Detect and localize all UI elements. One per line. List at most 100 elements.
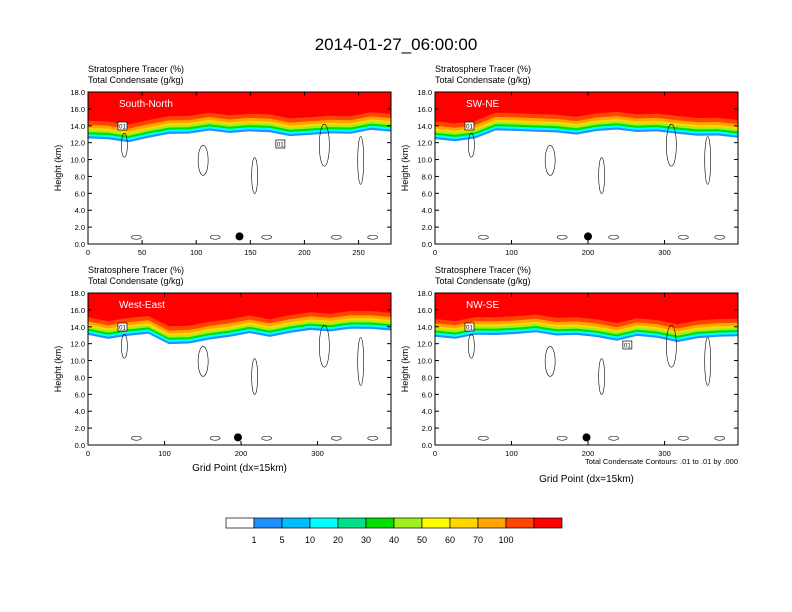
axes-frame xyxy=(434,91,739,245)
contour-label-box xyxy=(275,139,286,149)
y-tick-label: 6.0 xyxy=(422,189,432,198)
low-condensate-contour xyxy=(608,234,619,240)
low-condensate-contour xyxy=(367,234,379,240)
low-condensate-contour xyxy=(131,234,142,240)
y-tick-label: 12.0 xyxy=(417,139,432,148)
x-tick-label: 300 xyxy=(311,449,324,458)
colorbar-label: 100 xyxy=(498,535,513,545)
condensate-contour xyxy=(121,132,128,158)
x-axis-label: Grid Point (dx=15km) xyxy=(539,474,634,485)
x-tick-label: 100 xyxy=(505,248,518,257)
contour-label-box xyxy=(117,121,128,131)
condensate-contour xyxy=(319,324,330,368)
x-tick-label: 200 xyxy=(235,449,248,458)
colorbar-swatch xyxy=(533,517,563,529)
low-condensate-contour xyxy=(608,435,619,441)
colorbar-swatch xyxy=(477,517,507,529)
y-tick-label: 4.0 xyxy=(75,407,85,416)
tracer-field xyxy=(435,293,738,343)
panel-2: Stratosphere Tracer (%)Total Condensate … xyxy=(400,64,739,257)
y-tick-label: 0.0 xyxy=(75,441,85,450)
condensate-contour xyxy=(704,136,712,185)
low-condensate-contour xyxy=(714,234,726,240)
axes-frame xyxy=(87,292,392,446)
low-condensate-contour xyxy=(478,435,489,441)
x-tick-label: 200 xyxy=(582,449,595,458)
contour-label-box xyxy=(622,340,633,350)
colorbar-swatch xyxy=(505,517,535,529)
y-tick-label: 8.0 xyxy=(75,172,85,181)
condensate-contours xyxy=(121,123,379,240)
condensate-contours xyxy=(468,123,726,240)
condensate-contour xyxy=(544,346,556,377)
panel-3: Stratosphere Tracer (%)Total Condensate … xyxy=(53,265,392,474)
x-axis-label: Grid Point (dx=15km) xyxy=(192,463,287,474)
colorbar-label: 1 xyxy=(251,535,256,545)
x-tick-label: 0 xyxy=(86,248,90,257)
condensate-contour xyxy=(704,337,712,386)
panel-4: Stratosphere Tracer (%)Total Condensate … xyxy=(400,265,739,485)
x-tick-label: 300 xyxy=(658,248,671,257)
y-tick-label: 12.0 xyxy=(417,340,432,349)
condensate-contour xyxy=(666,123,677,167)
contour-label: 01 xyxy=(119,326,126,332)
colorbar-swatch xyxy=(365,517,395,529)
y-tick-label: 0.0 xyxy=(422,441,432,450)
condensate-contour xyxy=(197,145,209,176)
condensate-contour xyxy=(357,136,365,185)
tracer-band xyxy=(435,92,738,124)
y-tick-label: 6.0 xyxy=(422,390,432,399)
y-tick-label: 4.0 xyxy=(422,206,432,215)
y-axis-label: Height (km) xyxy=(53,346,63,393)
contour-label-box xyxy=(117,322,128,332)
colorbar-swatch xyxy=(309,517,339,529)
low-condensate-contour xyxy=(209,234,221,240)
y-tick-label: 4.0 xyxy=(75,206,85,215)
x-tick-label: 100 xyxy=(190,248,203,257)
low-condensate-contour xyxy=(331,234,342,240)
y-tick-label: 16.0 xyxy=(70,306,85,315)
condensate-contour xyxy=(357,337,365,386)
condensate-contour xyxy=(197,346,209,377)
colorbar-swatch xyxy=(421,517,451,529)
y-tick-label: 16.0 xyxy=(417,306,432,315)
contour-label: 01 xyxy=(277,143,284,149)
x-tick-label: 50 xyxy=(138,248,146,257)
condensate-contour xyxy=(544,145,556,176)
tracer-field xyxy=(435,92,738,142)
location-marker xyxy=(233,433,242,442)
y-tick-label: 14.0 xyxy=(70,323,85,332)
colorbar-swatch xyxy=(337,517,367,529)
y-tick-label: 2.0 xyxy=(75,424,85,433)
low-condensate-contour xyxy=(131,435,142,441)
colorbar: 1 5 10 20 30 40 50 60 70 100 xyxy=(225,517,563,545)
y-tick-label: 18.0 xyxy=(417,88,432,97)
tracer-band xyxy=(435,293,738,325)
y-tick-label: 12.0 xyxy=(70,139,85,148)
y-tick-label: 8.0 xyxy=(422,373,432,382)
y-tick-label: 18.0 xyxy=(417,289,432,298)
colorbar-label: 20 xyxy=(333,535,343,545)
contour-label: 01 xyxy=(466,125,473,131)
colorbar-label: 5 xyxy=(279,535,284,545)
colorbar-swatch xyxy=(393,517,423,529)
condensate-contour xyxy=(468,132,475,158)
y-tick-label: 10.0 xyxy=(417,156,432,165)
condensate-contour xyxy=(251,157,258,194)
y-tick-label: 18.0 xyxy=(70,88,85,97)
low-condensate-contour xyxy=(331,435,342,441)
panel-1: Stratosphere Tracer (%)Total Condensate … xyxy=(53,64,392,257)
low-condensate-contour xyxy=(261,234,272,240)
y-tick-label: 10.0 xyxy=(70,156,85,165)
panel-label: West-East xyxy=(119,300,165,311)
colorbar-label: 50 xyxy=(417,535,427,545)
panel-subtitle-condensate: Total Condensate (g/kg) xyxy=(435,75,531,85)
panel-subtitle-condensate: Total Condensate (g/kg) xyxy=(88,75,184,85)
location-marker xyxy=(582,433,591,442)
condensate-contour xyxy=(666,324,677,368)
tracer-band xyxy=(88,293,391,327)
x-tick-label: 0 xyxy=(86,449,90,458)
colorbar-label: 70 xyxy=(473,535,483,545)
low-condensate-contour xyxy=(478,234,489,240)
